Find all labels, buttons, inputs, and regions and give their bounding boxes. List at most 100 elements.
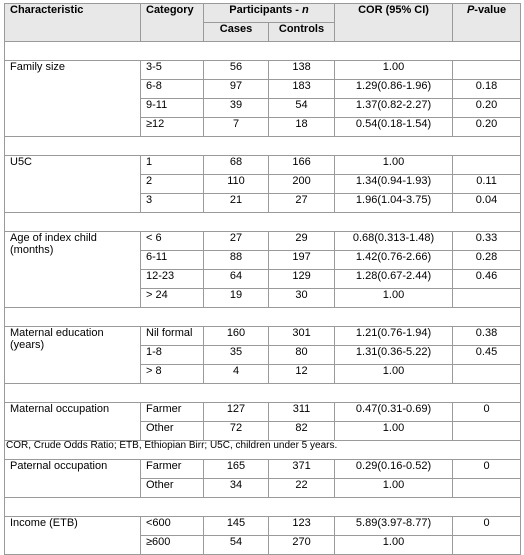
cases-cell: 34	[203, 478, 269, 498]
characteristic-cell: U5C	[4, 155, 141, 213]
p-value-cell	[452, 60, 522, 80]
category-cell: Farmer	[140, 459, 204, 479]
cases-cell: 145	[203, 516, 269, 536]
controls-cell: 183	[267, 79, 336, 99]
subheader-row: Cases Controls	[5, 22, 521, 42]
cases-cell: 88	[203, 250, 269, 270]
cor-cell: 1.00	[334, 60, 454, 80]
controls-cell: 54	[267, 98, 336, 118]
p-value-cell	[452, 535, 522, 555]
header-row: Characteristic Category Participants - n…	[4, 3, 522, 42]
cases-cell: 21	[203, 193, 269, 213]
controls-cell: 371	[267, 459, 336, 479]
controls-cell: 311	[267, 402, 336, 422]
cases-cell: 19	[203, 288, 269, 308]
table-row: Maternal education (years) Nil formal 160 3…	[4, 326, 522, 384]
header-p-suffix: -value	[474, 4, 507, 16]
cases-cell: 165	[203, 459, 269, 479]
cor-cell: 5.89(3.97-8.77)	[334, 516, 454, 536]
cor-cell: 1.96(1.04-3.75)	[334, 193, 454, 213]
spacer-cell	[3, 212, 522, 232]
spacer-cell	[3, 383, 522, 403]
table-body: Family size 3-5 56 138 1.00 6-8 97 183 1.29(0.86…	[3, 41, 522, 555]
category-cell: ≥12	[140, 117, 204, 137]
characteristic-cell: Family size	[4, 60, 141, 137]
controls-cell: 270	[267, 535, 336, 555]
p-value-cell: 0.45	[452, 345, 522, 365]
table-row: 2 110 200 1.34(0.94-1.93) 0.11	[5, 174, 522, 194]
cor-cell: 1.00	[334, 421, 454, 441]
cases-cell: 72	[203, 421, 269, 441]
table-row: Family size 3-5 56 138 1.00	[4, 60, 522, 137]
spacer-cell	[3, 41, 522, 61]
header-participants-label: Participants -	[229, 4, 303, 16]
controls-cell: 129	[267, 269, 336, 289]
header-cases: Cases	[203, 22, 269, 42]
table-row: Maternal occupation Farmer 127 311 0.47(0.31…	[4, 402, 522, 441]
cases-cell: 97	[203, 79, 269, 99]
p-value-cell	[452, 155, 522, 175]
header-p-value: P-value	[452, 3, 522, 42]
cor-cell: 0.54(0.18-1.54)	[334, 117, 454, 137]
category-cell: 2	[140, 174, 204, 194]
controls-cell: 80	[267, 345, 336, 365]
category-cell: 9-11	[140, 98, 204, 118]
cor-cell: 1.28(0.67-2.44)	[334, 269, 454, 289]
group-spacer	[3, 41, 522, 61]
cases-cell: 27	[203, 231, 269, 251]
controls-cell: 200	[267, 174, 336, 194]
spacer-cell	[3, 136, 522, 156]
p-value-cell	[452, 478, 522, 498]
category-cell: > 24	[140, 288, 204, 308]
controls-cell: 27	[267, 193, 336, 213]
characteristic-cell: Income (ETB)	[4, 516, 141, 555]
spacer-cell	[3, 307, 522, 327]
group-spacer	[3, 497, 522, 517]
category-cell: > 8	[140, 364, 204, 384]
p-value-cell: 0	[452, 459, 522, 479]
table-row: Income (ETB) <600 145 123 5.89(3.97-8.77) 0	[4, 516, 522, 555]
table-row: 9-11 39 54 1.37(0.82-2.27) 0.20	[5, 98, 522, 118]
cor-cell: 1.00	[334, 364, 454, 384]
cases-cell: 4	[203, 364, 269, 384]
category-cell: ≥600	[140, 535, 204, 555]
header-p: P	[466, 4, 475, 16]
cases-cell: 160	[203, 326, 269, 346]
category-cell: 6-8	[140, 79, 204, 99]
header-controls: Controls	[267, 22, 336, 42]
cases-cell: 127	[203, 402, 269, 422]
controls-cell: 138	[267, 60, 336, 80]
cases-cell: 64	[203, 269, 269, 289]
header-participants-n: n	[302, 4, 309, 16]
controls-cell: 22	[267, 478, 336, 498]
group-spacer	[3, 383, 522, 403]
header-cor: COR (95% CI)	[334, 3, 454, 42]
table-footnote: COR, Crude Odds Ratio; ETB, Ethiopian Bi…	[6, 440, 338, 451]
p-value-cell: 0	[452, 402, 522, 422]
spacer-cell	[3, 497, 522, 517]
cor-cell: 0.68(0.313-1.48)	[334, 231, 454, 251]
cor-cell: 1.00	[334, 288, 454, 308]
controls-cell: 197	[267, 250, 336, 270]
characteristic-cell: Maternal education (years)	[4, 326, 141, 384]
p-value-cell: 0.04	[452, 193, 522, 213]
cases-cell: 35	[203, 345, 269, 365]
cases-cell: 110	[203, 174, 269, 194]
cor-cell: 0.47(0.31-0.69)	[334, 402, 454, 422]
table-row: U5C 1 68 166 1.00	[4, 155, 522, 213]
table-row: 6-11 88 197 1.42(0.76-2.66) 0.28	[5, 250, 522, 270]
cor-cell: 1.34(0.94-1.93)	[334, 174, 454, 194]
category-cell: 1-8	[140, 345, 204, 365]
table-row: 3 21 27 1.96(1.04-3.75) 0.04	[5, 193, 522, 213]
category-cell: 12-23	[140, 269, 204, 289]
cor-cell: 1.21(0.76-1.94)	[334, 326, 454, 346]
cases-cell: 56	[203, 60, 269, 80]
characteristic-cell: Paternal occupation	[4, 459, 141, 498]
category-cell: 6-11	[140, 250, 204, 270]
p-value-cell: 0.20	[452, 98, 522, 118]
category-cell: Other	[140, 478, 204, 498]
table-row: 12-23 64 129 1.28(0.67-2.44) 0.46	[5, 269, 522, 289]
category-cell: 3-5	[140, 60, 204, 80]
header-characteristic: Characteristic	[4, 3, 141, 42]
cases-cell: 39	[203, 98, 269, 118]
